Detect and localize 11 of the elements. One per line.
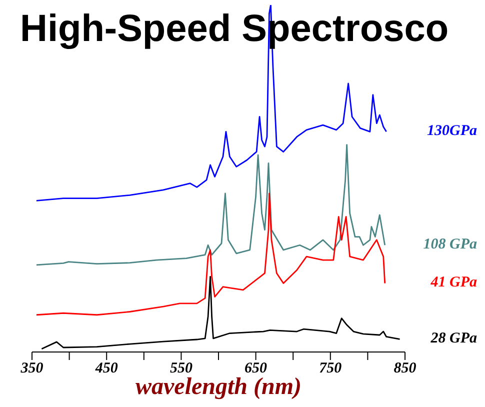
text: 130GPa bbox=[427, 123, 478, 140]
x-tick-label: 850 bbox=[394, 360, 417, 377]
text: 108 GPa bbox=[423, 236, 478, 253]
x-tick-label: 450 bbox=[94, 360, 118, 377]
x-tick-label: 650 bbox=[244, 360, 268, 377]
x-axis-title: wavelength (nm) bbox=[136, 374, 302, 400]
x-tick-label: 550 bbox=[170, 360, 193, 377]
x-tick-label: 350 bbox=[20, 360, 44, 377]
text: 41 GPa bbox=[430, 274, 478, 291]
text: 28 GPa bbox=[430, 330, 478, 347]
x-tick-label: 750 bbox=[319, 360, 342, 377]
